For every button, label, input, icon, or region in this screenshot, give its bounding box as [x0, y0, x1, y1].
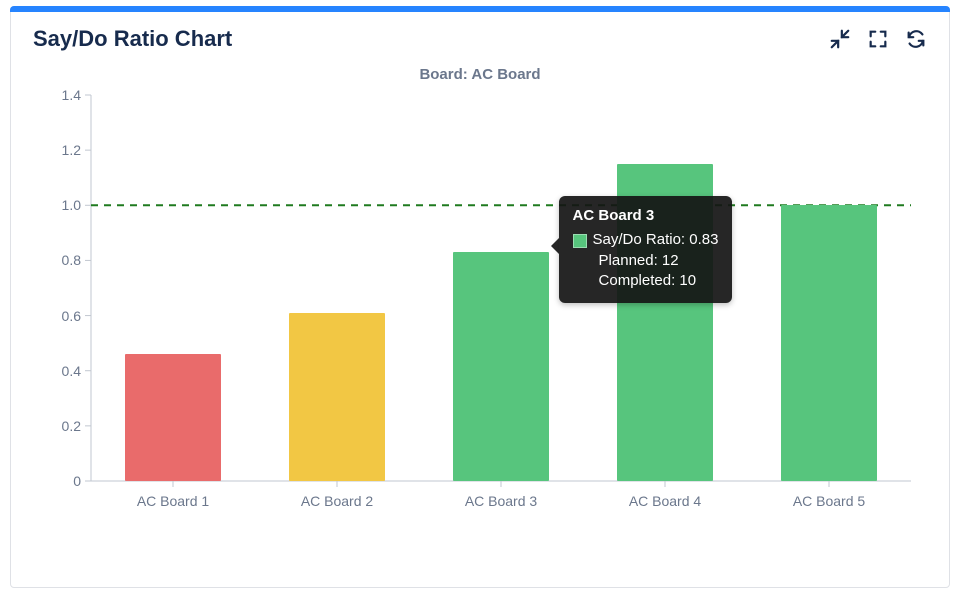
tooltip-line: Planned: 12 — [573, 251, 719, 271]
bar[interactable] — [125, 354, 220, 481]
y-axis-label: 0.6 — [39, 308, 81, 324]
tooltip-swatch — [573, 234, 587, 248]
y-axis-label: 0.4 — [39, 363, 81, 379]
x-axis-label: AC Board 2 — [301, 493, 373, 509]
x-axis-label: AC Board 3 — [465, 493, 537, 509]
card-title: Say/Do Ratio Chart — [33, 26, 232, 52]
bar[interactable] — [453, 252, 548, 481]
collapse-icon[interactable] — [829, 28, 851, 50]
card-header: Say/Do Ratio Chart — [11, 12, 949, 58]
y-axis-label: 0 — [39, 473, 81, 489]
bar[interactable] — [781, 205, 876, 481]
y-axis-label: 1.0 — [39, 197, 81, 213]
x-axis-label: AC Board 1 — [137, 493, 209, 509]
chart-area: Board: AC Board 0 0.2 0.4 0.6 0.8 1.0 1.2 1.4 AC… — [11, 58, 949, 587]
tooltip-title: AC Board 3 — [573, 206, 719, 226]
chart-subtitle: Board: AC Board — [39, 66, 921, 83]
bar[interactable] — [289, 313, 384, 481]
chart-tooltip: AC Board 3 Say/Do Ratio: 0.83Planned: 12C… — [559, 196, 733, 303]
y-axis-label: 1.2 — [39, 142, 81, 158]
y-axis-label: 0.2 — [39, 418, 81, 434]
tooltip-line: Say/Do Ratio: 0.83 — [573, 230, 719, 250]
y-axis-label: 0.8 — [39, 252, 81, 268]
fullscreen-icon[interactable] — [867, 28, 889, 50]
y-axis-label: 1.4 — [39, 87, 81, 103]
chart-card: Say/Do Ratio Chart — [10, 6, 950, 588]
header-icon-group — [829, 28, 927, 50]
tooltip-line: Completed: 10 — [573, 271, 719, 291]
chart-plot: 0 0.2 0.4 0.6 0.8 1.0 1.2 1.4 AC Board 1 AC Board… — [39, 89, 921, 519]
x-axis-label: AC Board 4 — [629, 493, 701, 509]
bars-layer: 0 0.2 0.4 0.6 0.8 1.0 1.2 1.4 AC Board 1 AC Board… — [39, 89, 921, 519]
x-axis-label: AC Board 5 — [793, 493, 865, 509]
refresh-icon[interactable] — [905, 28, 927, 50]
